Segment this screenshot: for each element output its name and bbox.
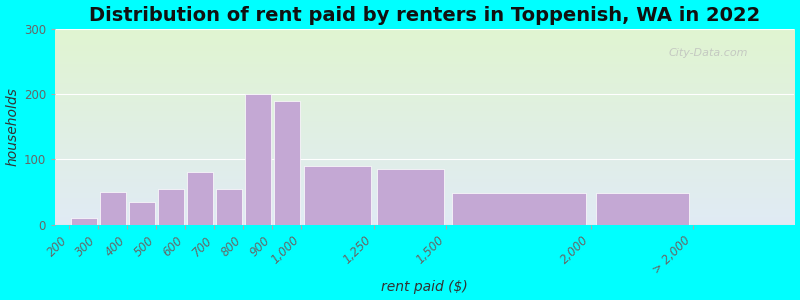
Bar bbox=[274, 100, 300, 225]
Bar bbox=[304, 166, 371, 225]
Bar bbox=[70, 218, 98, 225]
Bar bbox=[377, 169, 443, 225]
Bar bbox=[595, 221, 689, 225]
Bar bbox=[186, 172, 214, 225]
Text: City-Data.com: City-Data.com bbox=[669, 49, 748, 58]
Bar bbox=[158, 189, 184, 225]
Bar bbox=[452, 193, 586, 225]
Bar bbox=[129, 202, 155, 225]
Bar bbox=[100, 192, 126, 225]
Title: Distribution of rent paid by renters in Toppenish, WA in 2022: Distribution of rent paid by renters in … bbox=[89, 6, 760, 25]
Y-axis label: households: households bbox=[6, 87, 19, 166]
X-axis label: rent paid ($): rent paid ($) bbox=[382, 280, 468, 294]
Bar bbox=[245, 94, 271, 225]
Bar bbox=[595, 193, 689, 225]
Bar bbox=[216, 189, 242, 225]
